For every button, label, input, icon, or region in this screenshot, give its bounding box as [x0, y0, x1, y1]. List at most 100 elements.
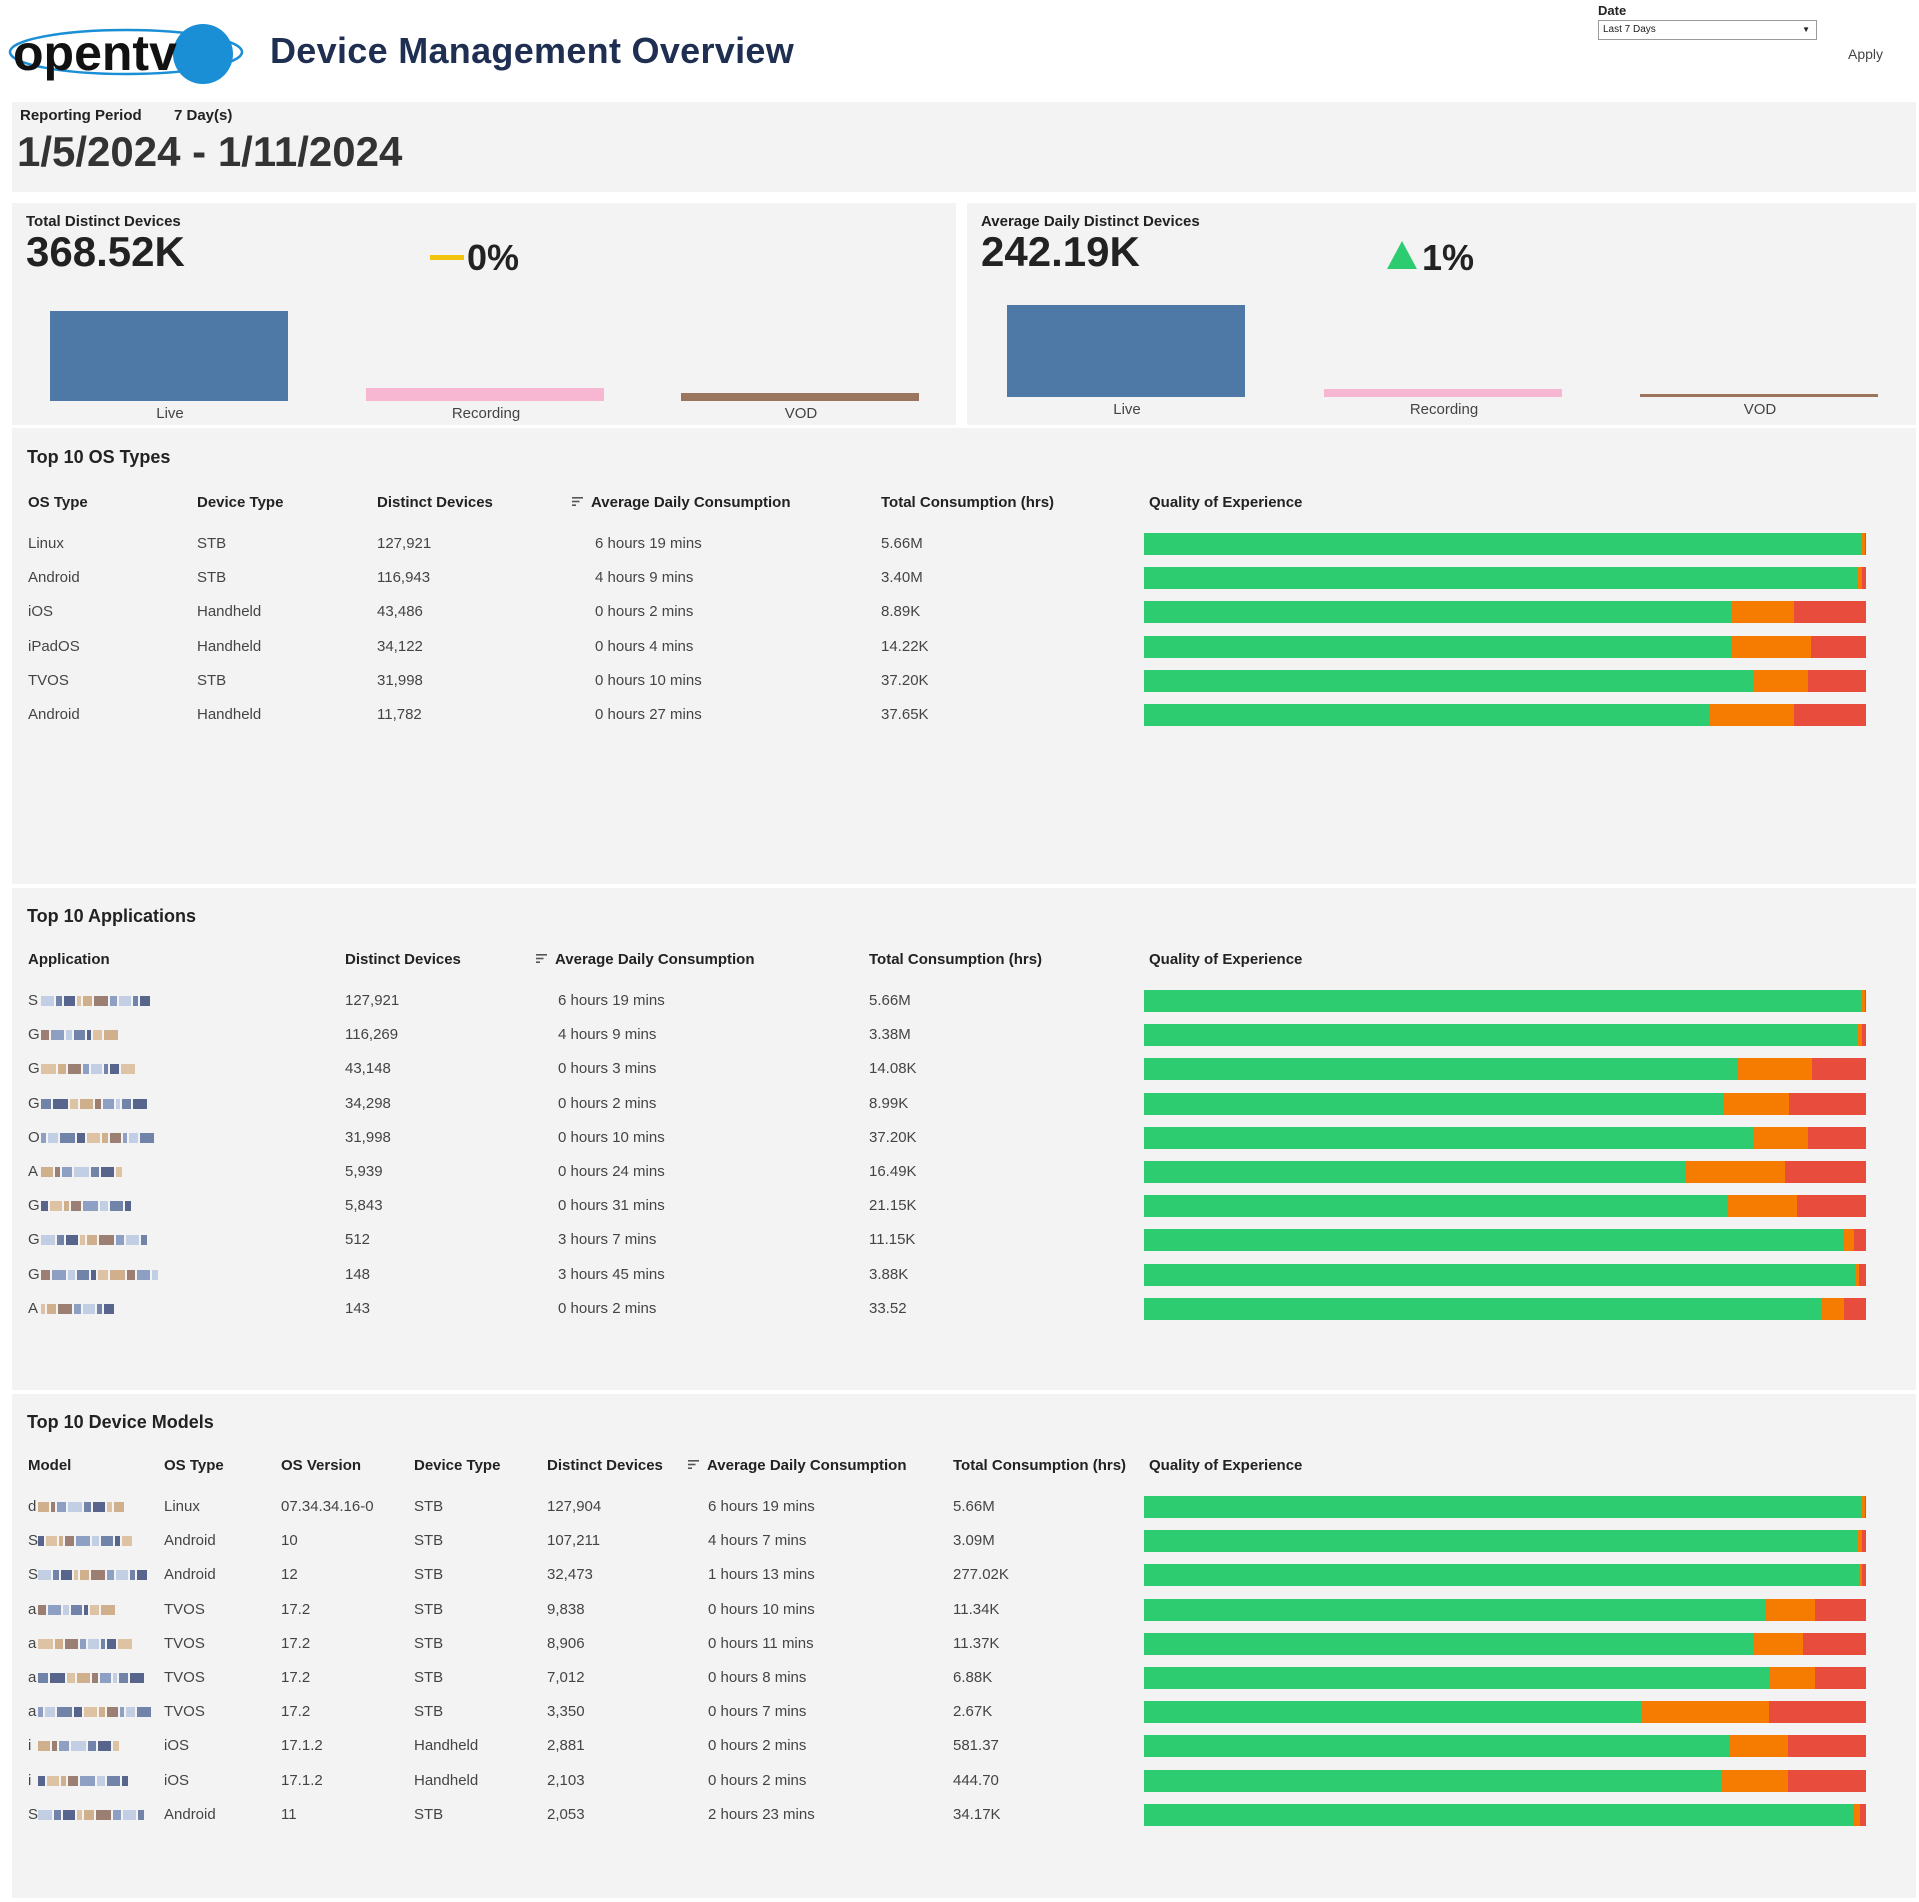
qoe-warn-segment[interactable]	[1724, 1092, 1790, 1115]
qoe-bar[interactable]	[1144, 635, 1866, 658]
qoe-bad-segment[interactable]	[1769, 1701, 1866, 1724]
qoe-warn-segment[interactable]	[1857, 567, 1862, 590]
kpi-bar-recording[interactable]	[366, 388, 604, 401]
qoe-good-segment[interactable]	[1144, 1263, 1856, 1286]
qoe-bar[interactable]	[1144, 1229, 1866, 1252]
qoe-good-segment[interactable]	[1144, 1769, 1722, 1792]
qoe-warn-segment[interactable]	[1754, 1632, 1804, 1655]
qoe-bar[interactable]	[1144, 533, 1866, 555]
qoe-good-segment[interactable]	[1144, 1803, 1853, 1826]
col-header-quality-of-experience[interactable]: Quality of Experience	[1149, 494, 1303, 511]
qoe-warn-segment[interactable]	[1862, 533, 1865, 555]
col-header-avg-daily-consumption[interactable]: Average Daily Consumption	[688, 1457, 906, 1474]
qoe-bad-segment[interactable]	[1815, 1667, 1866, 1689]
qoe-bad-segment[interactable]	[1788, 1769, 1866, 1792]
kpi-bar-recording[interactable]	[1324, 388, 1562, 397]
qoe-warn-segment[interactable]	[1731, 635, 1812, 658]
col-header-model[interactable]: Model	[28, 1457, 72, 1474]
qoe-good-segment[interactable]	[1144, 1632, 1755, 1655]
qoe-good-segment[interactable]	[1144, 1598, 1765, 1621]
qoe-bad-segment[interactable]	[1858, 1263, 1866, 1286]
kpi-bar-vod[interactable]	[681, 392, 919, 401]
qoe-good-segment[interactable]	[1144, 990, 1863, 1012]
qoe-bad-segment[interactable]	[1785, 1161, 1866, 1183]
sort-icon[interactable]	[536, 954, 547, 963]
qoe-bar[interactable]	[1144, 1297, 1866, 1320]
qoe-warn-segment[interactable]	[1754, 669, 1809, 692]
qoe-bad-segment[interactable]	[1862, 1564, 1866, 1587]
qoe-bad-segment[interactable]	[1803, 1632, 1866, 1655]
qoe-good-segment[interactable]	[1144, 1735, 1729, 1758]
qoe-bar[interactable]	[1144, 1263, 1866, 1286]
col-header-quality-of-experience[interactable]: Quality of Experience	[1149, 1457, 1303, 1474]
qoe-warn-segment[interactable]	[1855, 1263, 1859, 1286]
qoe-warn-segment[interactable]	[1857, 1024, 1862, 1047]
col-header-device-type[interactable]: Device Type	[197, 494, 284, 511]
qoe-warn-segment[interactable]	[1857, 1530, 1862, 1553]
qoe-good-segment[interactable]	[1144, 1667, 1770, 1689]
qoe-bar[interactable]	[1144, 1496, 1866, 1518]
qoe-bad-segment[interactable]	[1811, 635, 1866, 658]
qoe-bar[interactable]	[1144, 704, 1866, 726]
col-header-total-consumption[interactable]: Total Consumption (hrs)	[881, 494, 1055, 511]
qoe-bar[interactable]	[1144, 567, 1866, 590]
qoe-warn-segment[interactable]	[1721, 1769, 1789, 1792]
qoe-warn-segment[interactable]	[1769, 1667, 1816, 1689]
qoe-bad-segment[interactable]	[1789, 1092, 1866, 1115]
qoe-warn-segment[interactable]	[1728, 1735, 1789, 1758]
qoe-bar[interactable]	[1144, 1667, 1866, 1689]
qoe-warn-segment[interactable]	[1709, 704, 1794, 726]
col-header-application[interactable]: Application	[28, 951, 110, 968]
qoe-good-segment[interactable]	[1144, 1530, 1858, 1553]
qoe-bad-segment[interactable]	[1864, 990, 1866, 1012]
qoe-warn-segment[interactable]	[1862, 1496, 1865, 1518]
qoe-good-segment[interactable]	[1144, 1564, 1859, 1587]
col-header-avg-daily-consumption[interactable]: Average Daily Consumption	[572, 494, 790, 511]
qoe-bar[interactable]	[1144, 1195, 1866, 1218]
kpi-bar-live[interactable]	[50, 311, 288, 401]
qoe-bar[interactable]	[1144, 1564, 1866, 1587]
qoe-good-segment[interactable]	[1144, 635, 1732, 658]
col-header-device-type[interactable]: Device Type	[414, 1457, 501, 1474]
qoe-bar[interactable]	[1144, 990, 1866, 1012]
qoe-bar[interactable]	[1144, 1024, 1866, 1047]
qoe-bad-segment[interactable]	[1854, 1229, 1866, 1252]
sort-icon[interactable]	[572, 497, 583, 506]
qoe-good-segment[interactable]	[1144, 1229, 1845, 1252]
qoe-warn-segment[interactable]	[1858, 1564, 1863, 1587]
qoe-bad-segment[interactable]	[1811, 1058, 1866, 1081]
qoe-bad-segment[interactable]	[1861, 1530, 1866, 1553]
qoe-bar[interactable]	[1144, 1092, 1866, 1115]
qoe-bad-segment[interactable]	[1860, 1803, 1866, 1826]
col-header-os-type[interactable]: OS Type	[164, 1457, 224, 1474]
qoe-bar[interactable]	[1144, 1530, 1866, 1553]
col-header-quality-of-experience[interactable]: Quality of Experience	[1149, 951, 1303, 968]
col-header-total-consumption[interactable]: Total Consumption (hrs)	[953, 1457, 1127, 1474]
qoe-bad-segment[interactable]	[1793, 704, 1866, 726]
qoe-bad-segment[interactable]	[1815, 1598, 1866, 1621]
qoe-warn-segment[interactable]	[1737, 1058, 1812, 1081]
qoe-good-segment[interactable]	[1144, 1126, 1755, 1149]
qoe-bar[interactable]	[1144, 1126, 1866, 1149]
qoe-bar[interactable]	[1144, 1598, 1866, 1621]
qoe-warn-segment[interactable]	[1685, 1161, 1786, 1183]
apply-button[interactable]: Apply	[1848, 46, 1884, 62]
qoe-bar[interactable]	[1144, 1161, 1866, 1183]
qoe-bar[interactable]	[1144, 1803, 1866, 1826]
col-header-distinct-devices[interactable]: Distinct Devices	[345, 951, 461, 968]
qoe-warn-segment[interactable]	[1727, 1195, 1797, 1218]
kpi-bar-vod[interactable]	[1640, 394, 1878, 397]
col-header-distinct-devices[interactable]: Distinct Devices	[547, 1457, 663, 1474]
qoe-bad-segment[interactable]	[1844, 1297, 1866, 1320]
qoe-good-segment[interactable]	[1144, 533, 1863, 555]
date-filter-select[interactable]: Last 7 Days ▼	[1598, 20, 1817, 40]
qoe-bar[interactable]	[1144, 1632, 1866, 1655]
qoe-good-segment[interactable]	[1144, 1161, 1686, 1183]
qoe-warn-segment[interactable]	[1853, 1803, 1861, 1826]
qoe-warn-segment[interactable]	[1844, 1229, 1855, 1252]
qoe-bar[interactable]	[1144, 1769, 1866, 1792]
qoe-good-segment[interactable]	[1144, 1024, 1858, 1047]
qoe-bad-segment[interactable]	[1796, 1195, 1866, 1218]
qoe-bar[interactable]	[1144, 1058, 1866, 1081]
qoe-good-segment[interactable]	[1144, 669, 1755, 692]
